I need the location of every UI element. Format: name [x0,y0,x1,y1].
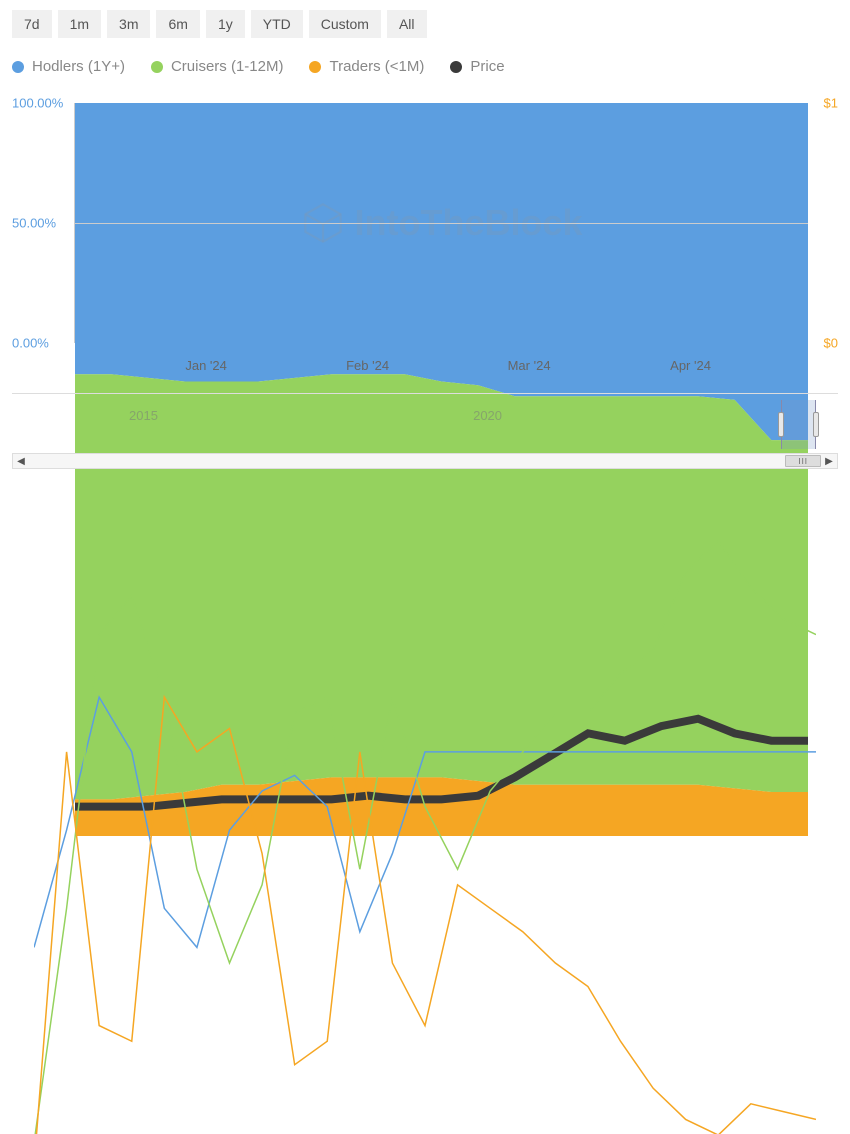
overview-brush: 2015 2020 ◀ III ▶ [12,393,838,469]
brush-plot[interactable]: 2015 2020 [34,400,816,449]
legend-label: Price [470,58,504,75]
time-btn-7d[interactable]: 7d [12,10,52,38]
legend-item-hodlers[interactable]: Hodlers (1Y+) [12,58,125,75]
time-btn-all[interactable]: All [387,10,427,38]
y-tick-label: 100.00% [12,96,63,111]
legend-label: Hodlers (1Y+) [32,58,125,75]
x-tick-label: Mar '24 [508,358,551,373]
hodlers-dot [12,61,24,73]
time-range-buttons: 7d1m3m6m1yYTDCustomAll [12,10,838,38]
legend-item-cruisers[interactable]: Cruisers (1-12M) [151,58,284,75]
x-tick-label: Apr '24 [670,358,711,373]
traders-dot [309,61,321,73]
price-dot [450,61,462,73]
scroll-thumb[interactable]: III [785,455,821,467]
legend-label: Traders (<1M) [329,58,424,75]
plot-area: IntoTheBlock [74,103,808,343]
time-btn-3m[interactable]: 3m [107,10,150,38]
time-btn-1m[interactable]: 1m [58,10,101,38]
gridline [75,223,808,224]
x-tick-label: Jan '24 [185,358,227,373]
right-tick-label: $0 [824,336,838,351]
scroll-right-button[interactable]: ▶ [821,454,837,468]
scroll-left-button[interactable]: ◀ [13,454,29,468]
brush-line-traders [34,697,816,1134]
brush-handle-left[interactable] [778,412,784,437]
y-tick-label: 0.00% [12,336,49,351]
chart-legend: Hodlers (1Y+) Cruisers (1-12M) Traders (<1… [12,58,838,75]
time-btn-custom[interactable]: Custom [309,10,381,38]
brush-selection[interactable] [781,400,816,449]
legend-item-price[interactable]: Price [450,58,504,75]
scroll-track[interactable]: III [29,454,821,468]
y-tick-label: 50.00% [12,216,56,231]
brush-svg [34,400,816,1134]
time-btn-ytd[interactable]: YTD [251,10,303,38]
scrollbar: ◀ III ▶ [12,453,838,469]
brush-year-label: 2015 [129,408,158,423]
legend-label: Cruisers (1-12M) [171,58,284,75]
right-tick-label: $1 [824,96,838,111]
brush-year-label: 2020 [473,408,502,423]
time-btn-6m[interactable]: 6m [156,10,199,38]
x-tick-label: Feb '24 [346,358,389,373]
cruisers-dot [151,61,163,73]
time-btn-1y[interactable]: 1y [206,10,245,38]
brush-handle-right[interactable] [813,412,819,437]
brush-line-hodlers [34,697,816,947]
main-chart: IntoTheBlock 0.00%50.00%100.00% $0$1 Jan… [12,103,838,373]
legend-item-traders[interactable]: Traders (<1M) [309,58,424,75]
